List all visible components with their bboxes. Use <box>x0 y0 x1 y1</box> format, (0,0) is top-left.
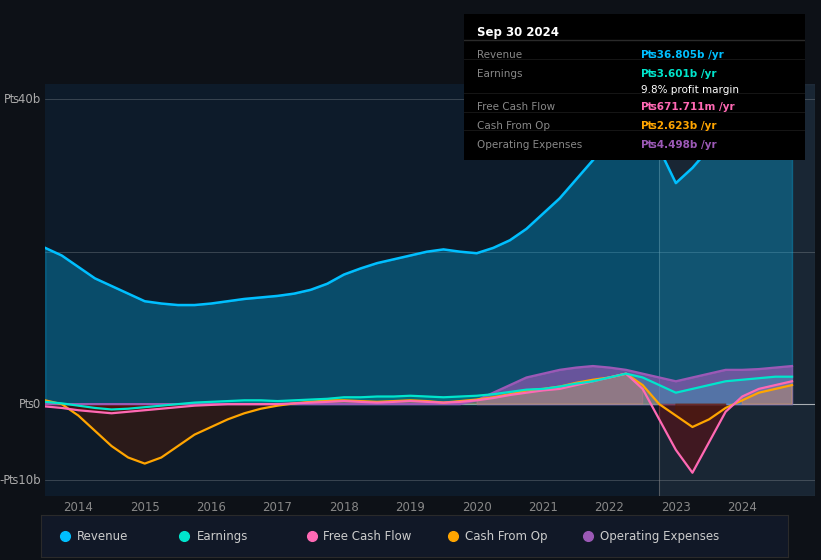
Text: Earnings: Earnings <box>478 69 523 79</box>
Text: ₧36.805b /yr: ₧36.805b /yr <box>641 50 724 60</box>
Text: Sep 30 2024: Sep 30 2024 <box>478 26 559 39</box>
Text: ₧3.601b /yr: ₧3.601b /yr <box>641 69 717 79</box>
Text: Earnings: Earnings <box>196 530 248 543</box>
Text: ₧2.623b /yr: ₧2.623b /yr <box>641 121 717 131</box>
Bar <box>659 84 815 496</box>
Text: ₧671.711m /yr: ₧671.711m /yr <box>641 102 735 112</box>
Text: Revenue: Revenue <box>478 50 523 60</box>
Text: Free Cash Flow: Free Cash Flow <box>323 530 412 543</box>
Text: Operating Expenses: Operating Expenses <box>600 530 719 543</box>
Text: Cash From Op: Cash From Op <box>478 121 551 131</box>
Text: -₧10b: -₧10b <box>0 474 41 487</box>
Text: Operating Expenses: Operating Expenses <box>478 140 583 150</box>
Text: Revenue: Revenue <box>77 530 128 543</box>
Text: Cash From Op: Cash From Op <box>466 530 548 543</box>
Text: ₧40b: ₧40b <box>4 93 41 106</box>
Text: ₧0: ₧0 <box>19 398 41 410</box>
Text: ₧4.498b /yr: ₧4.498b /yr <box>641 140 717 150</box>
Text: Free Cash Flow: Free Cash Flow <box>478 102 556 112</box>
Text: 9.8% profit margin: 9.8% profit margin <box>641 85 739 95</box>
